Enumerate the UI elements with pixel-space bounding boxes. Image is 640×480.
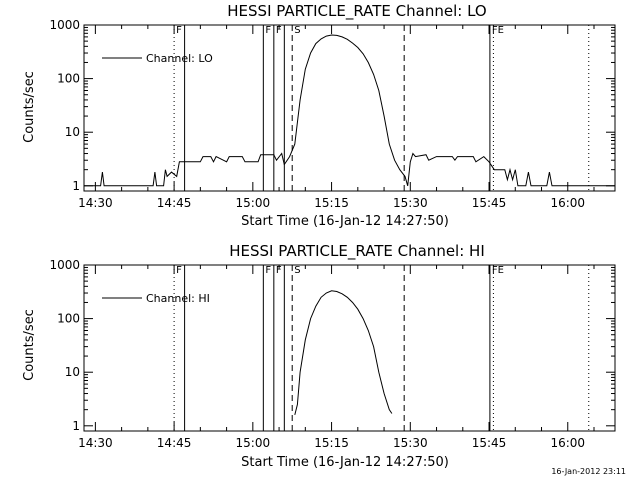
x-tick-label: 15:45 — [472, 196, 507, 210]
x-tick-label: 14:30 — [78, 436, 113, 450]
plot-frame — [83, 24, 616, 192]
chart-panel-hi: HESSI PARTICLE_RATE Channel: HI Counts/s… — [22, 242, 616, 470]
legend-label: Channel: LO — [146, 52, 213, 65]
y-tick-label: 100 — [57, 312, 80, 326]
event-marker-label: S — [294, 25, 300, 36]
event-marker-label: F — [276, 25, 282, 36]
event-marker-label: F — [176, 265, 182, 276]
y-tick-label: 1 — [72, 179, 80, 193]
x-axis-label: Start Time (16-Jan-12 14:27:50) — [241, 214, 449, 229]
y-tick-label: 1 — [72, 419, 80, 433]
y-tick-label: 1000 — [49, 258, 80, 272]
x-tick-label: 15:00 — [236, 196, 271, 210]
chart-title: HESSI PARTICLE_RATE Channel: LO — [227, 2, 486, 21]
x-tick-label: 16:00 — [550, 196, 585, 210]
x-tick-label: 14:45 — [157, 436, 192, 450]
plot-frame — [83, 264, 616, 432]
x-tick-label: 15:15 — [314, 436, 349, 450]
series-line — [294, 290, 393, 416]
event-marker-label: FE — [492, 265, 504, 276]
y-tick-label: 10 — [65, 365, 80, 379]
y-tick-label: 1000 — [49, 18, 80, 32]
series-line — [84, 34, 615, 187]
x-tick-label: 15:30 — [393, 196, 428, 210]
event-marker-label: FE — [492, 25, 504, 36]
y-axis-label: Counts/sec — [22, 71, 37, 143]
x-tick-label: 15:00 — [236, 436, 271, 450]
event-marker-label: F — [265, 265, 271, 276]
chart-panel-lo: HESSI PARTICLE_RATE Channel: LO Counts/s… — [22, 2, 616, 229]
x-tick-label: 16:00 — [550, 436, 585, 450]
y-axis-label: Counts/sec — [22, 309, 37, 381]
event-marker-label: S — [294, 265, 300, 276]
event-marker-label: F — [176, 25, 182, 36]
event-marker-label: F — [265, 25, 271, 36]
x-tick-label: 14:30 — [78, 196, 113, 210]
legend-label: Channel: HI — [146, 292, 210, 305]
chart-title: HESSI PARTICLE_RATE Channel: HI — [229, 242, 485, 261]
x-axis-label: Start Time (16-Jan-12 14:27:50) — [241, 455, 449, 470]
y-tick-label: 100 — [57, 72, 80, 86]
x-tick-label: 15:15 — [314, 196, 349, 210]
x-tick-label: 14:45 — [157, 196, 192, 210]
x-tick-label: 15:45 — [472, 436, 507, 450]
y-tick-label: 10 — [65, 125, 80, 139]
footer-timestamp: 16-Jan-2012 23:11 — [551, 467, 626, 476]
event-marker-label: F — [276, 265, 282, 276]
x-tick-label: 15:30 — [393, 436, 428, 450]
